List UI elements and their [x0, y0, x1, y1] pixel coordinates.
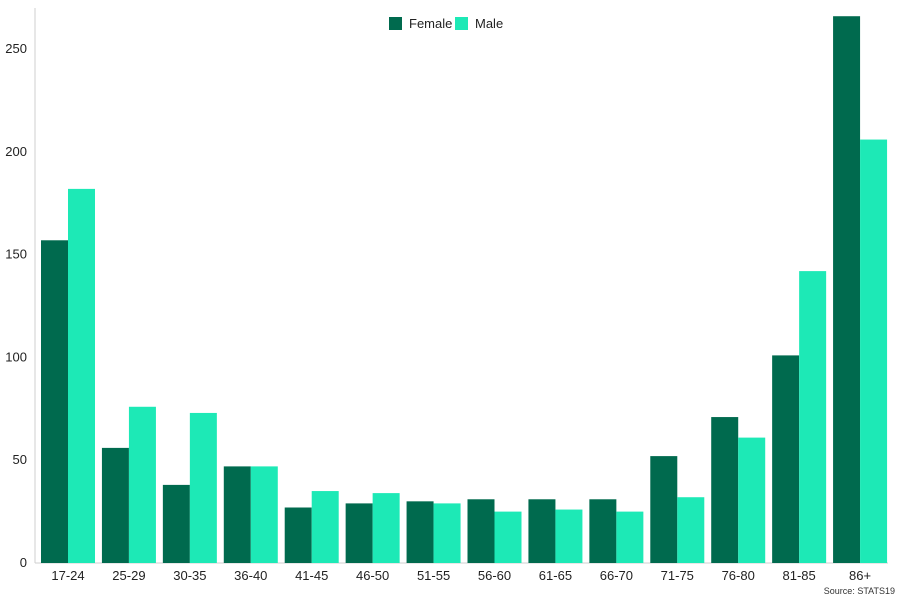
x-tick-label: 56-60 — [478, 568, 511, 583]
x-tick-label: 30-35 — [173, 568, 206, 583]
bar-male-66-70 — [616, 511, 644, 563]
y-tick-label: 250 — [5, 41, 27, 56]
bar-female-61-65 — [528, 499, 556, 563]
bar-female-46-50 — [345, 503, 373, 563]
x-tick-label: 66-70 — [600, 568, 633, 583]
bar-male-71-75 — [677, 497, 705, 563]
bar-female-71-75 — [650, 456, 678, 563]
bar-male-30-35 — [189, 412, 217, 563]
bar-female-36-40 — [223, 466, 251, 563]
bar-female-81-85 — [772, 355, 800, 563]
bar-male-86+ — [860, 139, 888, 563]
y-tick-label: 100 — [5, 349, 27, 364]
bar-male-25-29 — [128, 406, 156, 563]
y-tick-label: 200 — [5, 144, 27, 159]
legend: Female Male — [389, 16, 503, 31]
x-tick-label: 36-40 — [234, 568, 267, 583]
x-tick-label: 41-45 — [295, 568, 328, 583]
bar-female-66-70 — [589, 499, 617, 563]
legend-swatch-female — [389, 17, 402, 30]
x-tick-label: 61-65 — [539, 568, 572, 583]
bar-male-41-45 — [311, 491, 339, 563]
bar-female-25-29 — [101, 447, 129, 563]
bars-group — [41, 16, 888, 564]
bar-female-86+ — [833, 16, 861, 564]
y-tick-label: 150 — [5, 247, 27, 262]
y-axis: 0 50 100 150 200 250 — [5, 8, 36, 570]
bar-male-76-80 — [738, 437, 766, 563]
bar-male-17-24 — [68, 188, 95, 563]
bar-male-51-55 — [433, 503, 461, 563]
source-note: Source: STATS19 — [824, 586, 895, 596]
bar-male-81-85 — [799, 271, 827, 563]
x-tick-label: 71-75 — [661, 568, 694, 583]
y-tick-label: 50 — [13, 452, 27, 467]
x-tick-label: 86+ — [849, 568, 871, 583]
bar-male-56-60 — [494, 511, 522, 563]
x-tick-label: 25-29 — [112, 568, 145, 583]
legend-swatch-male — [455, 17, 468, 30]
x-tick-label: 81-85 — [783, 568, 816, 583]
bar-female-41-45 — [284, 507, 312, 563]
bar-female-51-55 — [406, 501, 434, 563]
x-tick-label: 76-80 — [722, 568, 755, 583]
bar-female-76-80 — [711, 417, 739, 563]
bar-male-46-50 — [372, 493, 400, 563]
legend-label-male: Male — [475, 16, 503, 31]
x-tick-label: 51-55 — [417, 568, 450, 583]
y-tick-label: 0 — [20, 555, 27, 570]
legend-label-female: Female — [409, 16, 452, 31]
x-tick-label: 46-50 — [356, 568, 389, 583]
x-axis: 17-24 25-29 30-35 36-40 41-45 46-50 51-55 56-60… — [35, 562, 888, 583]
bar-male-36-40 — [250, 466, 278, 563]
bar-male-61-65 — [555, 509, 583, 563]
x-tick-label: 17-24 — [51, 568, 84, 583]
bar-female-56-60 — [467, 499, 495, 563]
bar-female-17-24 — [41, 240, 68, 563]
bar-female-30-35 — [162, 484, 190, 563]
